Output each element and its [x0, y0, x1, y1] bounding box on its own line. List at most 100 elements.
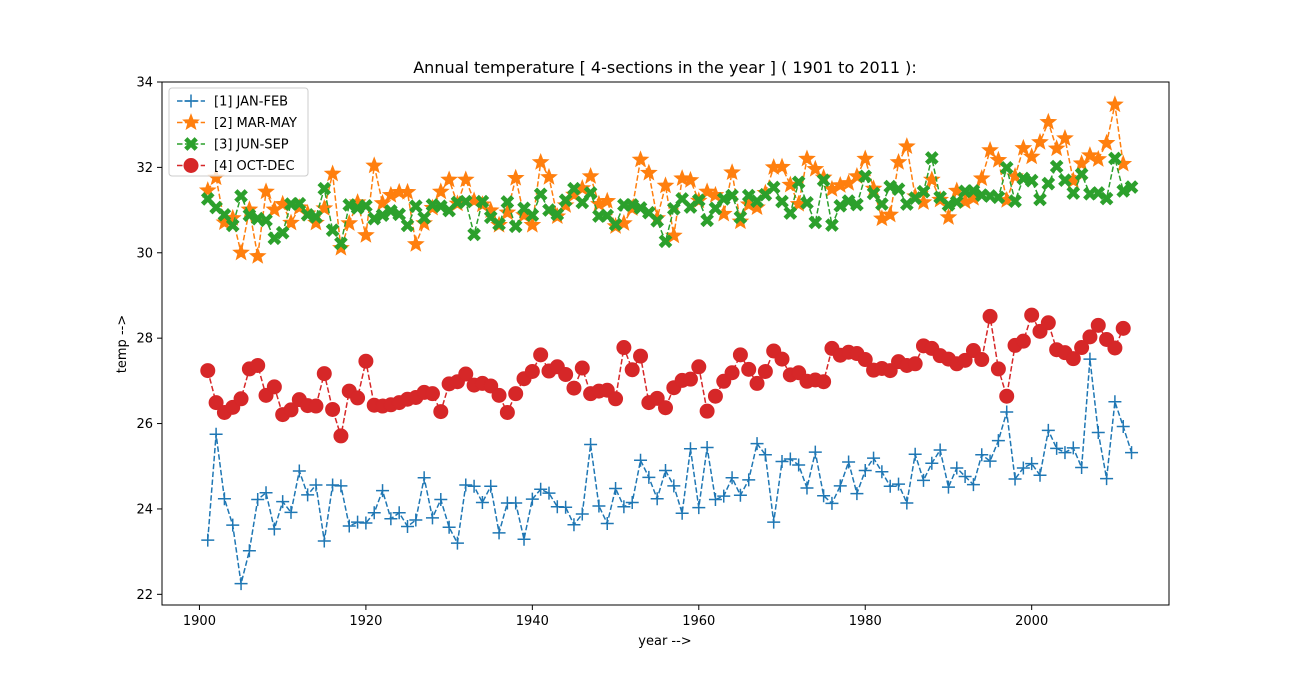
- data-point: [567, 518, 581, 532]
- data-point: [1115, 320, 1131, 336]
- data-point: [990, 361, 1006, 377]
- data-point: [284, 505, 298, 519]
- data-point: [767, 515, 781, 529]
- data-point: [1015, 333, 1031, 349]
- data-point: [367, 211, 382, 226]
- data-point: [941, 480, 955, 494]
- data-point: [850, 197, 864, 212]
- series-3: [200, 151, 1139, 251]
- data-point: [267, 522, 281, 536]
- data-point: [732, 347, 748, 363]
- data-point: [600, 516, 614, 530]
- data-point: [683, 442, 697, 456]
- data-point: [433, 199, 448, 214]
- data-point: [939, 208, 958, 225]
- data-point: [242, 208, 257, 223]
- data-point: [325, 401, 341, 417]
- data-point: [692, 501, 706, 515]
- data-point: [283, 402, 299, 418]
- data-point: [1081, 146, 1099, 163]
- x-tick-label: 1960: [682, 614, 715, 629]
- data-point: [783, 452, 797, 466]
- data-point: [706, 185, 725, 203]
- data-point: [431, 182, 450, 200]
- data-point: [292, 464, 306, 478]
- data-point: [999, 160, 1014, 175]
- data-point: [707, 388, 723, 404]
- data-point: [775, 455, 789, 469]
- data-point: [398, 182, 417, 200]
- data-point: [609, 481, 623, 495]
- data-point: [282, 213, 300, 231]
- data-point: [766, 180, 781, 195]
- data-point: [634, 453, 648, 467]
- data-point: [1066, 186, 1081, 200]
- data-point: [708, 493, 722, 507]
- data-point: [232, 243, 250, 261]
- y-tick-label: 34: [136, 76, 153, 91]
- data-point: [434, 493, 448, 507]
- data-point: [233, 391, 249, 407]
- data-point: [467, 479, 481, 493]
- data-point: [1075, 461, 1089, 475]
- data-point: [266, 379, 282, 395]
- data-point: [639, 163, 658, 181]
- data-point: [406, 234, 425, 252]
- data-point: [800, 481, 814, 495]
- data-point: [1082, 329, 1098, 345]
- data-point: [617, 500, 631, 514]
- data-point: [798, 149, 816, 167]
- data-point: [332, 238, 350, 256]
- data-point: [897, 137, 916, 155]
- data-point: [717, 489, 731, 503]
- x-tick-label: 1900: [183, 614, 216, 629]
- data-point: [201, 533, 215, 547]
- data-point: [658, 234, 673, 249]
- data-point: [708, 201, 723, 216]
- data-point: [1014, 138, 1033, 156]
- data-point: [649, 390, 665, 406]
- data-point: [774, 351, 790, 367]
- data-point: [866, 186, 881, 201]
- data-point: [456, 170, 475, 188]
- data-point: [350, 201, 365, 215]
- data-point: [340, 214, 359, 231]
- data-point: [867, 451, 881, 465]
- data-point: [301, 488, 315, 502]
- data-point: [856, 149, 875, 167]
- data-point: [509, 496, 523, 510]
- data-point: [922, 170, 941, 188]
- data-point: [667, 479, 681, 493]
- legend: [1] JAN-FEB [2] MAR-MAY [3] JUN-SEP [4] OCT…: [168, 87, 309, 177]
- data-point: [949, 195, 964, 209]
- data-point: [1047, 139, 1066, 157]
- data-point: [981, 140, 999, 158]
- data-point: [500, 195, 515, 209]
- data-point: [550, 207, 565, 222]
- data-point: [498, 203, 517, 221]
- legend-marker: [184, 94, 198, 108]
- data-point: [989, 150, 1008, 168]
- data-point: [499, 404, 515, 420]
- data-point: [365, 156, 384, 174]
- data-point: [833, 479, 847, 493]
- data-point: [540, 167, 558, 185]
- plot-area: [161, 81, 1170, 606]
- data-point: [575, 195, 590, 210]
- data-point: [817, 489, 831, 503]
- data-point: [716, 192, 731, 206]
- data-point: [481, 201, 500, 219]
- data-point: [531, 152, 550, 170]
- data-point: [724, 365, 740, 381]
- data-point: [1090, 317, 1106, 333]
- data-point: [359, 516, 373, 530]
- data-point: [733, 210, 748, 225]
- data-point: [251, 493, 265, 507]
- data-point: [850, 487, 864, 501]
- data-point: [1107, 340, 1123, 356]
- legend-label: [3] JUN-SEP: [214, 138, 289, 153]
- data-point: [1022, 147, 1041, 165]
- data-point: [991, 190, 1006, 205]
- data-point: [666, 201, 681, 216]
- data-point: [792, 458, 806, 472]
